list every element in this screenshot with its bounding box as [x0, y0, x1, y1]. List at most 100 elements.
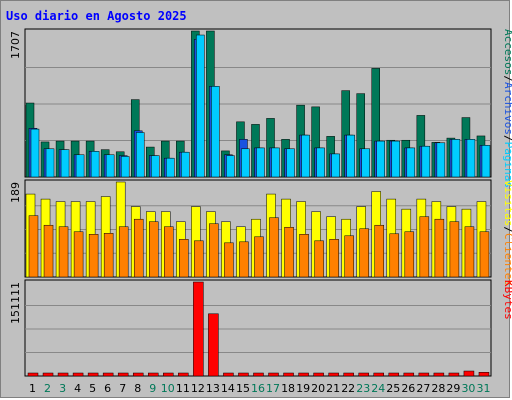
bar-paginas	[30, 128, 40, 178]
bar-paginas	[241, 148, 250, 178]
bar-kbytes	[388, 372, 400, 377]
bar-clientes	[164, 226, 174, 278]
legend-entry: Archivos	[502, 82, 512, 135]
bar-kbytes	[223, 372, 234, 377]
bar-clientes	[103, 233, 114, 278]
legend-entry: KBytes	[502, 280, 512, 320]
x-tick-label: 16	[251, 382, 265, 395]
bar-clientes	[314, 240, 324, 278]
bar-clientes	[299, 234, 309, 278]
x-tick-label: 2	[44, 382, 51, 395]
bar-kbytes	[373, 372, 384, 377]
bar-clientes	[88, 234, 99, 278]
series-legend: Visitas/Clientes	[502, 180, 512, 286]
series-legend: KBytes	[502, 280, 512, 320]
x-tick-label: 12	[191, 382, 205, 395]
bar-paginas	[196, 34, 205, 178]
series-legend: Accesos/Archivos/Páginas	[502, 29, 512, 188]
x-tick-label: 30	[461, 382, 475, 395]
bar-kbytes	[132, 372, 144, 377]
legend-entry: Visitas	[502, 180, 512, 226]
legend-entry: /	[502, 75, 512, 82]
bar-kbytes	[478, 372, 490, 377]
panel-2: 189 Visitas/Clientes	[9, 179, 512, 286]
bar-clientes	[344, 235, 354, 278]
bar-clientes	[329, 239, 339, 278]
bar-kbytes	[358, 372, 369, 377]
chart-panels: 1707Accesos/Archivos/Páginas189Visitas/C…	[9, 28, 512, 377]
x-tick-label: 15	[236, 382, 250, 395]
x-tick-label: 11	[176, 382, 190, 395]
x-tick-label: 27	[416, 382, 430, 395]
x-tick-label: 1	[29, 382, 36, 395]
bar-kbytes	[328, 372, 339, 377]
bar-clientes	[269, 217, 279, 278]
panel-3: 151111 KBytes	[9, 279, 512, 377]
bar-paginas	[436, 142, 446, 178]
x-tick-label: 21	[326, 382, 340, 395]
bar-paginas	[421, 145, 431, 178]
bar-kbytes	[57, 372, 69, 377]
x-tick-label: 14	[221, 382, 235, 395]
bar-paginas	[376, 140, 385, 178]
bar-paginas	[361, 148, 370, 178]
bar-kbytes	[27, 372, 39, 377]
x-tick-label: 4	[74, 382, 81, 395]
bar-clientes	[464, 226, 475, 278]
x-tick-label: 20	[311, 382, 325, 395]
x-tick-label: 22	[341, 382, 355, 395]
bar-clientes	[239, 241, 249, 278]
bar-kbytes	[42, 372, 54, 377]
x-tick-label: 28	[431, 382, 445, 395]
bar-kbytes	[268, 372, 279, 377]
x-tick-label: 24	[371, 382, 385, 395]
bar-clientes	[194, 240, 204, 278]
chart-title: Uso diario en Agosto 2025	[6, 9, 187, 23]
bar-kbytes	[313, 372, 324, 377]
bar-paginas	[301, 134, 310, 178]
bar-clientes	[28, 215, 39, 278]
legend-entry: /	[502, 226, 512, 233]
bar-kbytes	[87, 372, 99, 377]
bar-paginas	[391, 140, 401, 178]
bar-clientes	[479, 231, 490, 278]
bar-kbytes	[148, 372, 159, 377]
bar-paginas	[271, 147, 280, 178]
bar-kbytes	[433, 372, 445, 377]
bar-paginas	[286, 148, 295, 178]
y-tick-label: 189	[9, 182, 22, 203]
legend-entry: Páginas	[502, 142, 512, 188]
bar-kbytes	[163, 372, 174, 377]
bar-clientes	[449, 221, 460, 278]
bar-kbytes	[193, 281, 204, 377]
bar-paginas	[256, 147, 265, 178]
bar-clientes	[209, 223, 219, 278]
x-tick-label: 31	[476, 382, 490, 395]
bar-paginas	[60, 149, 70, 178]
x-tick-label: 19	[296, 382, 310, 395]
x-tick-label: 18	[281, 382, 295, 395]
bar-paginas	[181, 151, 190, 178]
bar-kbytes	[283, 372, 294, 377]
x-tick-label: 17	[266, 382, 280, 395]
bar-clientes	[133, 218, 144, 278]
bar-paginas	[406, 147, 416, 178]
bar-paginas	[466, 139, 476, 178]
bar-paginas	[166, 157, 175, 178]
x-tick-label: 29	[446, 382, 460, 395]
bar-clientes	[374, 224, 384, 278]
bar-clientes	[224, 242, 234, 278]
bar-clientes	[58, 226, 69, 278]
bar-paginas	[120, 156, 130, 178]
bar-kbytes	[253, 372, 264, 377]
bar-kbytes	[72, 372, 84, 377]
bar-paginas	[90, 151, 100, 178]
x-tick-label: 8	[134, 382, 141, 395]
bar-clientes	[404, 231, 415, 278]
x-tick-label: 23	[356, 382, 370, 395]
x-tick-label: 26	[401, 382, 415, 395]
bar-kbytes	[117, 372, 129, 377]
bar-kbytes	[178, 372, 189, 377]
bar-paginas	[226, 155, 235, 178]
bar-kbytes	[448, 372, 460, 377]
